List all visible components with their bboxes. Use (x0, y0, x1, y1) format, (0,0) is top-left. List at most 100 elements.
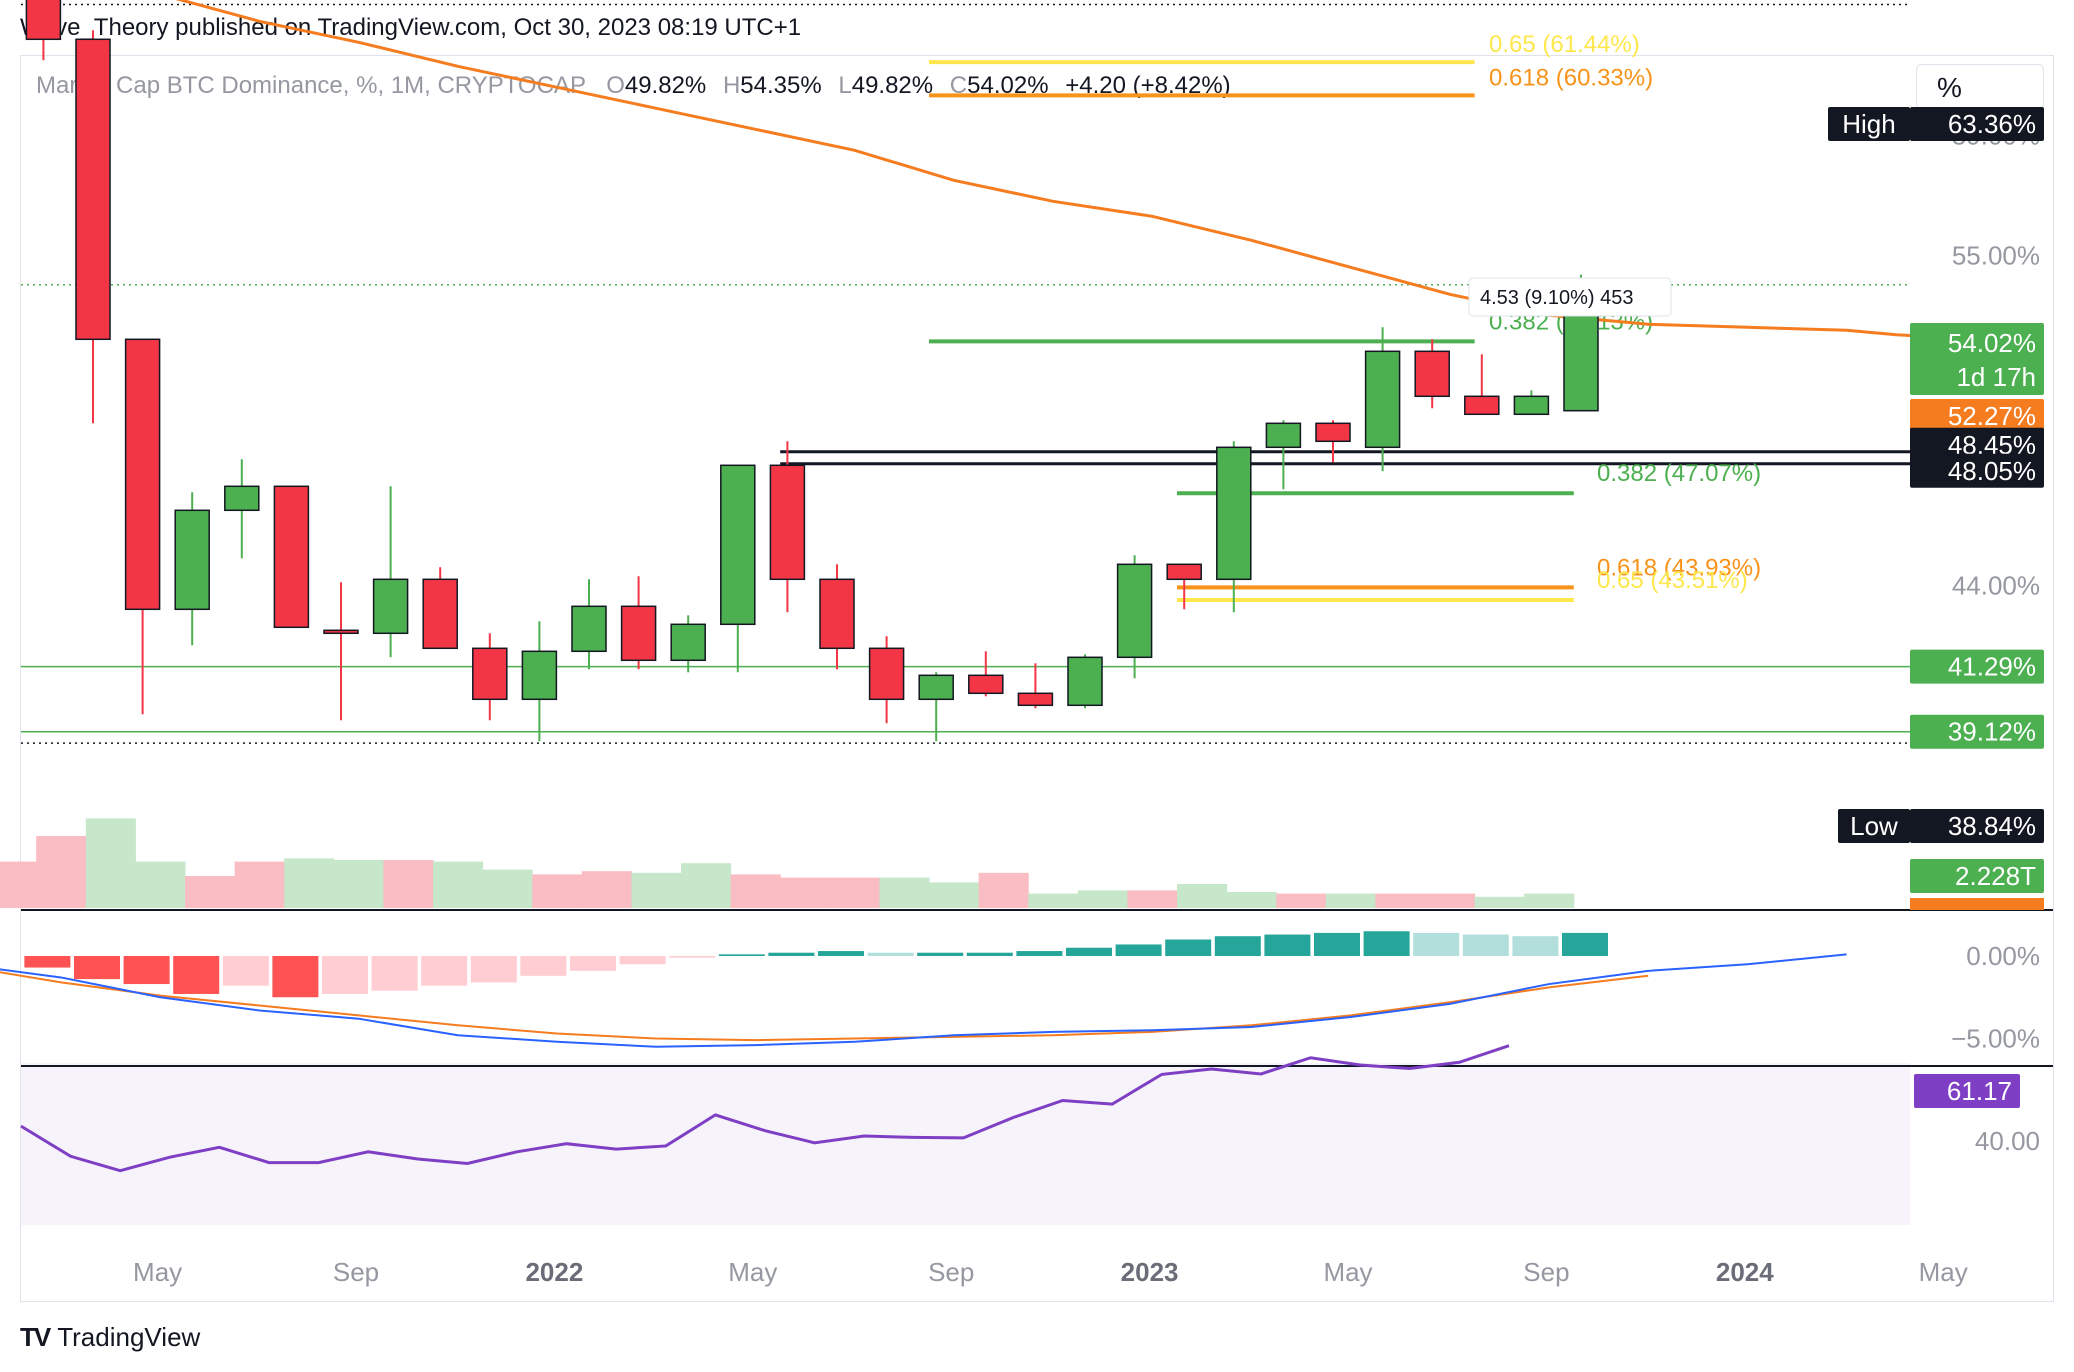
candle-body (1116, 563, 1153, 659)
price-axis-tick: 44.00% (1952, 570, 2040, 600)
volume-bar (1276, 893, 1327, 908)
low-label: L (838, 72, 852, 99)
macd-histogram-bar (1214, 936, 1261, 956)
volume-bar (284, 858, 335, 908)
level-value-tag-bg (1910, 714, 2044, 749)
candle (1116, 555, 1153, 679)
candle (323, 582, 359, 721)
candle (1315, 420, 1351, 463)
ema-value-tag-bg (1910, 399, 2044, 433)
candle (868, 636, 905, 724)
candle-body (224, 485, 260, 512)
open-value: 49.82% (624, 72, 707, 99)
macd-histogram-bar (966, 952, 1013, 956)
hidden-tag-bg (1910, 898, 2044, 910)
candle-body (472, 647, 508, 701)
chart-frame (20, 55, 2054, 1302)
candle-body (1017, 692, 1054, 707)
low-label-text: Low (1850, 811, 1898, 841)
candle (769, 441, 806, 613)
candle (1364, 327, 1401, 472)
time-axis-tick: Sep (1523, 1257, 1569, 1287)
macd-histogram-bar (1512, 936, 1559, 956)
volume-bar (730, 874, 781, 908)
candle-body (372, 578, 409, 635)
candle-body (1414, 350, 1450, 398)
symbol-name[interactable]: Market Cap BTC Dominance, %, 1M, CRYPTOC… (36, 72, 586, 99)
candle (422, 567, 458, 650)
last-price-value: 54.02% (1948, 328, 2036, 358)
candle-body (1067, 656, 1103, 707)
macd-histogram-bar (272, 956, 319, 998)
measure-note-box (1468, 277, 1672, 317)
level-value-tag: 48.05% (1910, 453, 2044, 488)
volume-bar (1375, 893, 1426, 908)
macd-histogram-bar (74, 956, 120, 980)
volume-bar (532, 874, 583, 908)
time-axis-tick: 2024 (1716, 1257, 1774, 1287)
candle (1414, 339, 1450, 409)
macd-histogram-bar (123, 956, 170, 985)
candle (1067, 654, 1103, 709)
candle (571, 579, 607, 670)
candle-body (273, 485, 310, 629)
tv-logo-icon: TV (20, 1322, 51, 1352)
candle-body (819, 578, 855, 650)
candle-body (25, 0, 62, 41)
candle (124, 338, 161, 715)
macd-histogram-bar (1264, 934, 1311, 956)
volume-bar (1325, 893, 1376, 908)
high-value-tag: 63.36% (1910, 107, 2044, 141)
countdown-value: 1d 17h (1956, 362, 2036, 392)
time-axis-tick: May (1323, 1257, 1372, 1287)
candle-body (75, 38, 111, 341)
low-label-tag: Low (1838, 809, 1910, 843)
candle-body (1364, 350, 1401, 449)
volume-bar (1425, 893, 1476, 908)
price-axis-tick: 55.00% (1952, 240, 2040, 270)
volume-bar (482, 869, 533, 908)
candle-body (124, 338, 161, 611)
time-axis-tick: Sep (928, 1257, 974, 1287)
volume-bar (879, 877, 930, 908)
hidden-ema-tag: 35.41% (1910, 898, 2044, 910)
macd-histogram-bar (371, 956, 418, 991)
rsi-value-tag: 61.17 (1914, 1074, 2020, 1108)
candle-body (1216, 446, 1252, 581)
ema-line (175, 0, 1946, 339)
candle (720, 464, 756, 673)
macd-histogram-bar (421, 956, 468, 986)
candle (918, 672, 954, 742)
candle (1017, 663, 1054, 709)
macd-histogram-bar (173, 956, 220, 994)
candle (1166, 563, 1202, 610)
ema-value-tag: 52.27% (1910, 399, 2044, 433)
macd-histogram-bar (1314, 932, 1360, 956)
candle (472, 633, 508, 721)
macd-histogram-bar (718, 954, 765, 956)
candle (25, 0, 62, 61)
open-label: O (606, 72, 625, 99)
measure-note-text: 4.53 (9.10%) 453 (1480, 287, 1633, 309)
volume-bar (681, 863, 732, 908)
candle-body (521, 650, 558, 701)
low-value-tag: 38.84% (1910, 809, 2044, 843)
high-value: 54.35% (740, 72, 822, 99)
candle-body (1265, 422, 1302, 449)
volume-bar (1028, 893, 1079, 908)
percent-scale-button[interactable]: % (1916, 64, 2044, 110)
macd-axis-tick: −5.00% (1951, 1024, 2040, 1054)
candle-body (868, 647, 905, 701)
low-label-bg (1838, 809, 1910, 843)
candle (819, 564, 855, 670)
tradingview-logo[interactable]: TV TradingView (20, 1322, 200, 1353)
candle (174, 492, 210, 646)
rsi-panel-bg (21, 1063, 1910, 1225)
candle (1265, 420, 1302, 490)
time-axis-tick: 2022 (525, 1257, 583, 1287)
high-label-tag: High (1828, 107, 1910, 141)
candle-body (1166, 563, 1202, 581)
macd-histogram-bar (322, 956, 368, 994)
macd-signal-line (0, 971, 1649, 1042)
